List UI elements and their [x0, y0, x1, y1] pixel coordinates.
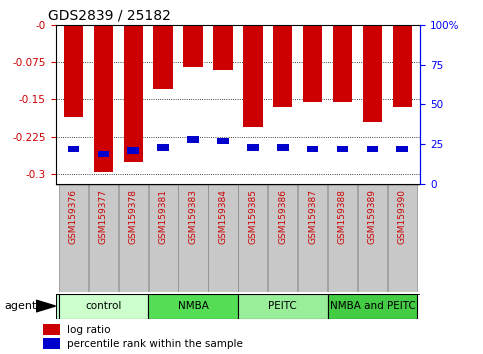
Bar — [268, 184, 298, 292]
Bar — [187, 136, 199, 143]
Bar — [217, 138, 229, 144]
Bar — [333, 25, 352, 102]
Text: GSM159389: GSM159389 — [368, 189, 377, 245]
Bar — [119, 184, 148, 292]
Bar — [328, 184, 357, 292]
Bar — [43, 338, 60, 349]
Text: log ratio: log ratio — [67, 325, 111, 335]
Bar — [43, 324, 60, 335]
Bar — [303, 25, 322, 102]
Text: GSM159388: GSM159388 — [338, 189, 347, 245]
Bar — [238, 294, 327, 319]
Bar — [59, 184, 88, 292]
Text: GSM159386: GSM159386 — [278, 189, 287, 245]
Bar — [277, 144, 288, 151]
Bar — [154, 25, 173, 90]
Bar — [358, 184, 387, 292]
Bar — [68, 146, 79, 152]
Bar — [337, 146, 348, 152]
Bar — [94, 25, 113, 172]
Text: GSM159387: GSM159387 — [308, 189, 317, 245]
Bar — [148, 184, 178, 292]
Bar — [58, 294, 148, 319]
Text: agent: agent — [5, 301, 37, 311]
Text: NMBA and PEITC: NMBA and PEITC — [329, 301, 415, 311]
Bar — [247, 144, 259, 151]
Bar — [307, 146, 318, 152]
Text: GSM159384: GSM159384 — [218, 189, 227, 244]
Text: NMBA: NMBA — [178, 301, 209, 311]
Bar — [208, 184, 238, 292]
Text: PEITC: PEITC — [269, 301, 297, 311]
Text: GSM159378: GSM159378 — [129, 189, 138, 245]
Text: GSM159376: GSM159376 — [69, 189, 78, 245]
Bar — [238, 184, 268, 292]
Text: GSM159377: GSM159377 — [99, 189, 108, 245]
Text: GSM159385: GSM159385 — [248, 189, 257, 245]
Text: GSM159390: GSM159390 — [398, 189, 407, 245]
Bar — [89, 184, 118, 292]
Text: control: control — [85, 301, 122, 311]
Bar — [388, 184, 417, 292]
Text: GSM159381: GSM159381 — [158, 189, 168, 245]
Text: GSM159383: GSM159383 — [188, 189, 198, 245]
Bar — [363, 25, 382, 122]
Bar — [397, 146, 408, 152]
Bar — [98, 150, 109, 157]
Bar — [327, 294, 417, 319]
Bar — [213, 25, 233, 70]
Bar — [124, 25, 143, 162]
Bar — [64, 25, 83, 117]
Bar — [184, 25, 203, 67]
Polygon shape — [36, 300, 56, 312]
Bar — [367, 146, 378, 152]
Text: GDS2839 / 25182: GDS2839 / 25182 — [48, 9, 171, 23]
Bar — [128, 147, 139, 154]
Bar — [243, 25, 263, 127]
Bar — [393, 25, 412, 107]
Bar — [148, 294, 238, 319]
Text: percentile rank within the sample: percentile rank within the sample — [67, 339, 243, 349]
Bar — [157, 144, 169, 151]
Bar — [178, 184, 208, 292]
Bar — [273, 25, 292, 107]
Bar — [298, 184, 327, 292]
